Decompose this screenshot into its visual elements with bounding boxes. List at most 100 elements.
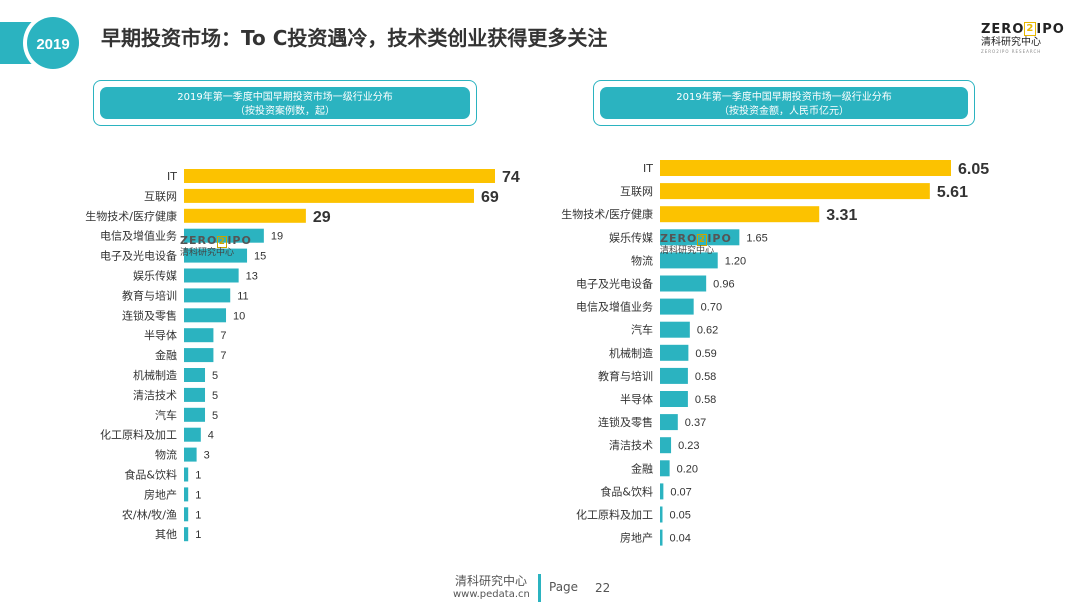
footer-url[interactable]: www.pedata.cn [453,589,530,600]
left-bar [184,308,227,323]
left-bar [184,228,264,243]
right-category-label: IT [643,162,653,175]
left-category-label: 汽车 [155,408,177,422]
watermark-left-l: ZERO [180,234,218,247]
left-value-label: 13 [246,271,258,283]
right-value-label: 0.23 [678,440,699,452]
right-category-label: 物流 [631,253,653,267]
left-category-label: 半导体 [144,328,177,342]
right-category-label: 金融 [631,461,653,475]
right-chart: IT 6.05 互联网 5.61 生物技术/医疗健康 3.31 娱乐传媒 1.65 物流 1.20… [561,160,989,546]
right-category-label: 化工原料及加工 [576,508,653,522]
right-bar [660,414,678,431]
left-value-label: 74 [502,169,520,186]
right-bar [660,344,689,361]
watermark-right-l: ZERO [660,232,698,245]
left-bar [184,208,306,223]
left-bar [184,507,189,522]
logo-wordmark: ZERO 2 IPO [981,22,1065,37]
left-bar [184,407,206,422]
watermark-left-r: IPO [227,234,252,247]
right-bar [660,252,718,269]
left-category-label: 机械制造 [133,368,177,382]
logo-cn: 清科研究中心 [981,37,1041,48]
left-value-label: 69 [481,189,499,206]
left-category-label: 教育与培训 [122,288,177,302]
right-bar [660,321,690,338]
left-bar [184,288,231,303]
right-value-label: 0.05 [670,510,691,522]
left-bar [184,527,189,542]
right-value-label: 0.62 [697,325,718,337]
watermark-left-mark: 2 [217,236,228,248]
left-bar [184,427,201,442]
right-category-label: 汽车 [631,323,653,337]
right-chart-header-inner: 2019年第一季度中国早期投资市场一级行业分布 （按投资金额，人民币亿元） [600,87,968,119]
left-value-label: 10 [233,310,245,322]
watermark-right-r: IPO [707,232,732,245]
left-value-label: 5 [212,370,218,382]
logo-left: ZERO [981,22,1025,37]
left-value-label: 3 [204,450,210,462]
left-bar [184,467,189,482]
right-value-label: 1.65 [746,232,767,244]
left-bar [184,169,495,183]
right-value-label: 0.37 [685,417,706,429]
left-category-label: 金融 [155,348,177,362]
right-value-label: 1.20 [725,255,746,267]
right-bar [660,483,664,500]
year-badge: 2019 [0,13,83,73]
right-value-label: 3.31 [826,207,857,224]
right-bar [660,206,820,223]
left-chart-subtitle: （按投资案例数，起） [235,106,335,117]
left-bar [184,368,206,382]
footer-page-number: 22 [595,581,611,595]
left-value-label: 5 [212,390,218,402]
watermark-left: ZERO2IPO 清科研究中心 [180,235,260,265]
left-value-label: 1 [195,509,201,521]
left-bar [184,188,474,203]
left-value-label: 1 [195,529,201,541]
left-category-label: 生物技术/医疗健康 [85,209,177,223]
right-value-label: 0.20 [677,463,698,475]
left-category-label: 其他 [155,528,177,541]
footer-divider [538,574,541,602]
right-category-label: 房地产 [620,531,653,545]
right-category-label: 电信及增值业务 [576,300,653,314]
left-category-label: 互联网 [144,190,177,203]
left-category-label: 食品&饮料 [124,468,177,482]
right-bar [660,437,672,454]
right-bar [660,160,951,176]
right-value-label: 0.96 [713,279,734,291]
right-bar [660,460,670,477]
left-category-label: 连锁及零售 [122,308,177,322]
left-bar [184,328,214,343]
left-value-label: 29 [313,209,331,226]
footer-org: 清科研究中心 [455,574,528,588]
left-chart-header: 2019年第一季度中国早期投资市场一级行业分布 （按投资案例数，起） [93,80,477,126]
left-bar [184,348,214,363]
logo-right: IPO [1036,22,1065,37]
year-badge-disc [27,17,79,69]
left-category-label: 物流 [155,448,177,462]
left-category-label: 化工原料及加工 [100,428,177,442]
right-category-label: 生物技术/医疗健康 [561,207,653,221]
right-bar [660,529,663,546]
left-value-label: 1 [195,470,201,482]
watermark-right-cn: 清科研究中心 [660,246,715,256]
right-chart-header: 2019年第一季度中国早期投资市场一级行业分布 （按投资金额，人民币亿元） [593,80,975,126]
right-value-label: 0.07 [670,486,691,498]
left-category-label: 房地产 [144,487,177,501]
left-chart-header-inner: 2019年第一季度中国早期投资市场一级行业分布 （按投资案例数，起） [100,87,470,119]
right-chart-subtitle: （按投资金额，人民币亿元） [719,106,849,117]
right-bar [660,275,707,292]
right-value-label: 0.58 [695,371,716,383]
left-category-label: IT [167,170,177,183]
right-value-label: 6.05 [958,161,989,178]
right-bar [660,367,688,384]
year-badge-text: 2019 [36,36,69,53]
left-value-label: 7 [220,330,226,342]
right-category-label: 机械制造 [609,346,653,360]
